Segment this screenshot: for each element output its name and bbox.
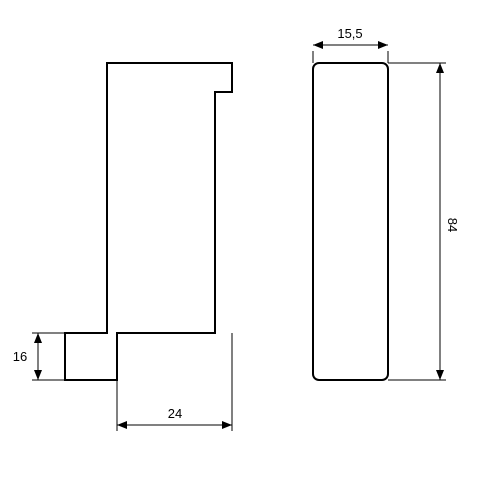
dimension-label: 24 bbox=[168, 406, 182, 421]
right-profile bbox=[313, 63, 388, 380]
dimension-label: 16 bbox=[13, 349, 27, 364]
dimension-right-height: 84 bbox=[388, 63, 460, 380]
dimension-left-height: 16 bbox=[13, 333, 65, 380]
technical-drawing: 24 16 15,5 84 bbox=[0, 0, 500, 500]
dimension-label: 84 bbox=[445, 218, 460, 232]
left-profile bbox=[65, 63, 232, 380]
dimension-label: 15,5 bbox=[337, 26, 362, 41]
dimension-bottom-width: 24 bbox=[117, 333, 232, 431]
dimension-top-width: 15,5 bbox=[313, 26, 388, 63]
